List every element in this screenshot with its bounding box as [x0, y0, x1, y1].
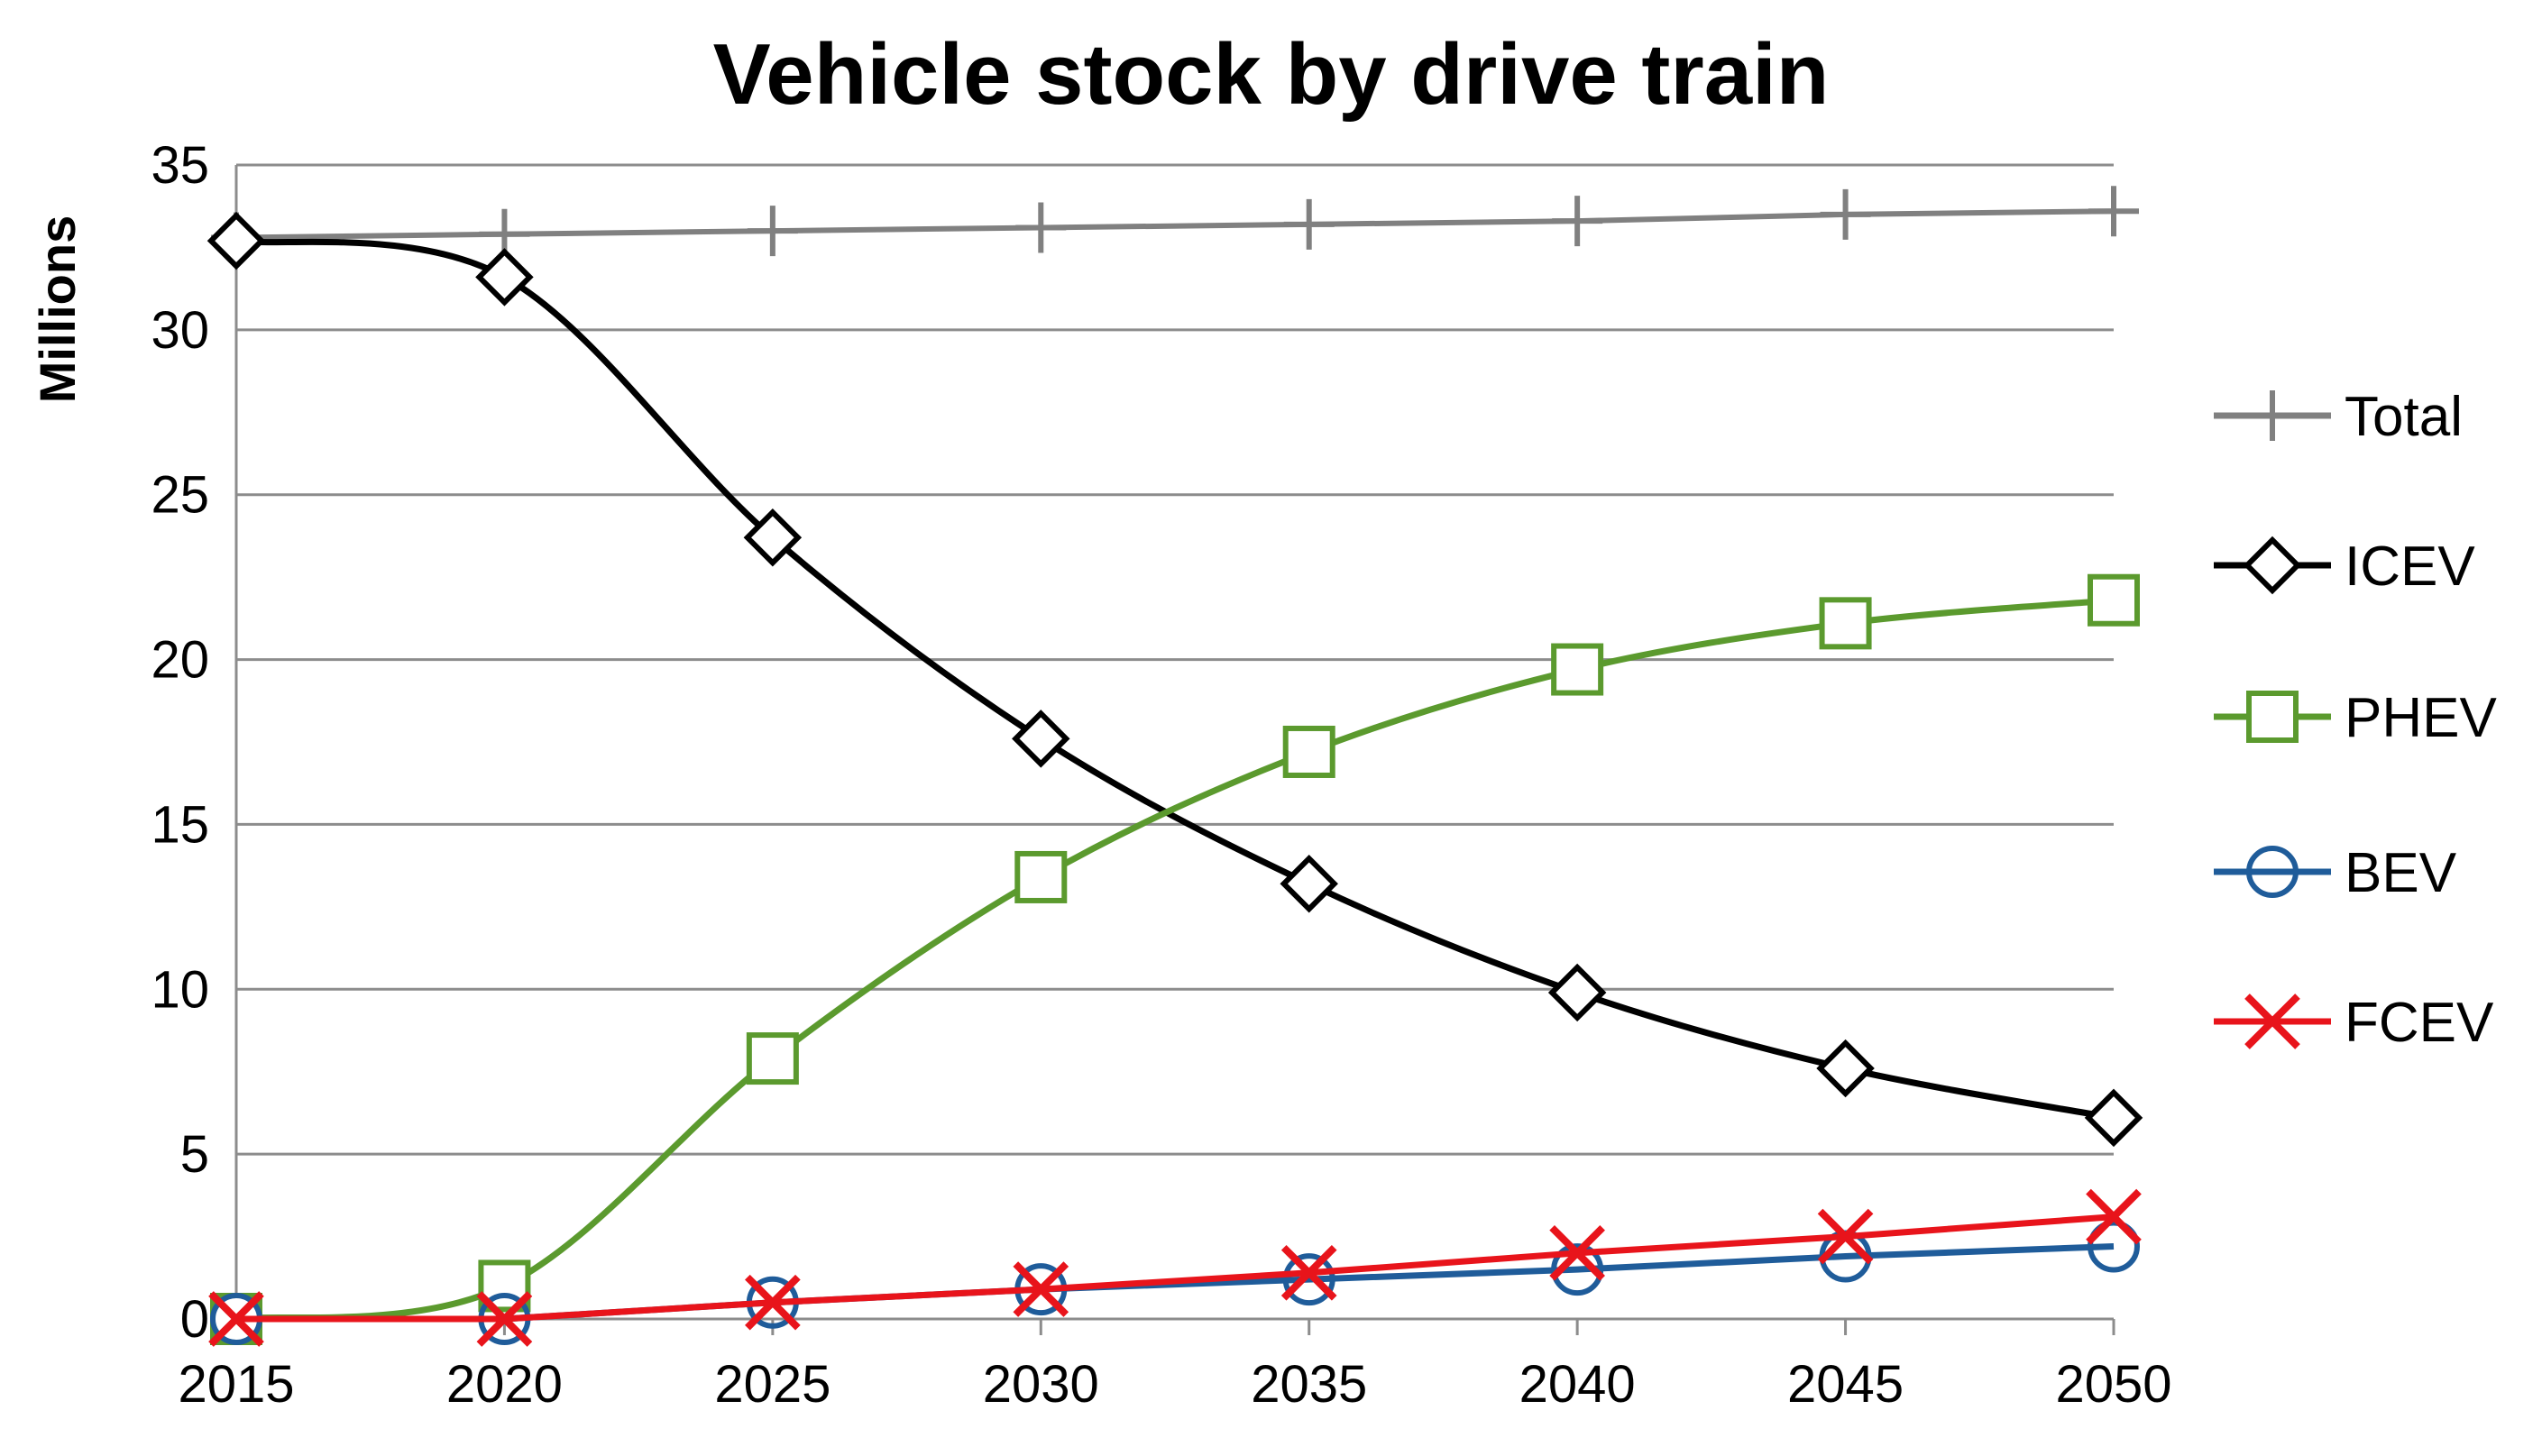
data-point-phev-2045: [1819, 597, 1872, 650]
legend-label: BEV: [2345, 842, 2457, 904]
x-tick-label: 2025: [714, 1355, 831, 1414]
data-point-fcev-2045: [1817, 1208, 1874, 1265]
series-line-icev: [235, 237, 2115, 1122]
data-point-fcev-2040: [1549, 1225, 1605, 1281]
y-tick-label: 20: [151, 631, 209, 690]
x-tick-label: 2040: [1519, 1355, 1636, 1414]
series-total: [211, 186, 2139, 263]
data-point-bev-2035: [1282, 1253, 1335, 1306]
x-tick-label: 2030: [983, 1355, 1099, 1414]
data-point-phev-2035: [1282, 725, 1335, 778]
data-point-fcev-2035: [1280, 1244, 1337, 1301]
data-point-icev-2050: [2084, 1088, 2143, 1148]
data-point-bev-2050: [2088, 1220, 2140, 1273]
series-fcev: [208, 1188, 2142, 1347]
legend-marker-total-icon: [2247, 390, 2298, 441]
series-line-fcev: [236, 1213, 2115, 1323]
legend-item-icev: ICEV: [2214, 536, 2475, 598]
data-point-fcev-2050: [2086, 1188, 2142, 1245]
data-point-total-2050: [2088, 186, 2139, 237]
data-point-fcev-2030: [1013, 1261, 1069, 1317]
series-icev: [206, 211, 2143, 1148]
legend-marker-bev-icon: [2246, 846, 2299, 898]
data-point-total-2030: [1015, 202, 1067, 253]
y-tick-label: 15: [151, 795, 209, 854]
series-phev: [210, 573, 2140, 1345]
y-tick-label: 5: [180, 1125, 209, 1184]
data-point-total-2035: [1283, 198, 1335, 250]
data-point-icev-2030: [1012, 710, 1070, 768]
data-point-phev-2040: [1551, 643, 1604, 696]
data-point-icev-2025: [743, 508, 803, 567]
legend-item-fcev: FCEV: [2214, 992, 2494, 1054]
legend-marker-icev-icon: [2243, 536, 2302, 595]
chart-title: Vehicle stock by drive train: [712, 26, 1830, 123]
series-line-phev: [235, 597, 2115, 1323]
x-tick-label: 2035: [1251, 1355, 1367, 1414]
legend-item-total: Total: [2214, 386, 2463, 448]
legend-label: ICEV: [2345, 536, 2475, 598]
data-point-icev-2020: [475, 248, 534, 307]
y-tick-label: 0: [180, 1290, 209, 1349]
data-point-total-2040: [1552, 196, 1603, 247]
y-tick-label: 30: [151, 301, 209, 360]
legend-label: PHEV: [2345, 687, 2497, 749]
y-tick-label: 10: [151, 960, 209, 1019]
legend-label: FCEV: [2345, 992, 2494, 1054]
x-tick-label: 2015: [178, 1355, 294, 1414]
legend-marker-phev-icon: [2246, 691, 2299, 743]
data-point-fcev-2020: [476, 1291, 533, 1347]
data-point-phev-2030: [1014, 850, 1068, 903]
x-tick-label: 2045: [1787, 1355, 1904, 1414]
data-point-icev-2015: [206, 211, 266, 270]
legend-marker-fcev-icon: [2244, 994, 2300, 1049]
data-point-bev-2040: [1551, 1243, 1604, 1296]
data-point-icev-2035: [1280, 855, 1338, 913]
data-point-total-2025: [747, 206, 798, 257]
x-tick-label: 2050: [2055, 1355, 2171, 1414]
data-point-fcev-2025: [745, 1274, 801, 1331]
series-line-total: [235, 208, 2115, 241]
y-axis-label: Millions: [29, 215, 86, 403]
legend-item-bev: BEV: [2214, 842, 2457, 904]
data-point-icev-2040: [1547, 963, 1607, 1022]
data-point-phev-2025: [746, 1032, 799, 1085]
data-point-phev-2050: [2088, 573, 2140, 627]
x-tick-label: 2020: [446, 1355, 563, 1414]
legend-label: Total: [2345, 386, 2463, 448]
data-point-fcev-2015: [208, 1291, 264, 1347]
y-tick-label: 25: [151, 466, 209, 525]
legend-item-phev: PHEV: [2214, 687, 2497, 749]
data-point-total-2045: [1820, 188, 1871, 240]
y-tick-label: 35: [151, 136, 209, 195]
data-point-icev-2045: [1816, 1039, 1875, 1098]
